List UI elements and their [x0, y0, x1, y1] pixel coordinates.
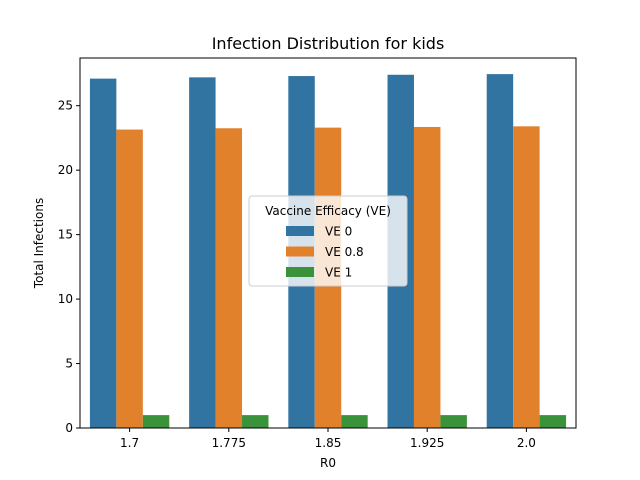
bar-ve-1-1	[242, 415, 269, 428]
legend-label: VE 1	[325, 266, 352, 280]
y-tick-label: 25	[58, 99, 73, 113]
bar-ve-1-0	[142, 415, 170, 428]
bar-ve-0-8-4	[513, 126, 540, 429]
legend-swatch	[286, 226, 314, 236]
legend-box	[248, 195, 408, 287]
bar-ve-0-4	[486, 74, 514, 428]
chart-title: Infection Distribution for kids	[212, 34, 445, 53]
bar-ve-0-8-0	[116, 129, 143, 428]
bar-ve-1-4	[539, 415, 567, 428]
y-tick-label: 15	[58, 228, 73, 242]
bar-ve-1-3	[440, 415, 467, 428]
legend-label: VE 0	[325, 225, 352, 239]
bar-ve-0-1	[189, 77, 216, 428]
x-tick-label: 1.775	[212, 436, 246, 450]
bar-ve-0-0	[89, 78, 117, 429]
x-tick-label: 1.925	[410, 436, 444, 450]
legend-title: Vaccine Efficacy (VE)	[265, 204, 391, 218]
x-axis-label: R0	[320, 456, 336, 470]
bar-ve-0-8-3	[413, 126, 441, 429]
legend-label: VE 0.8	[325, 245, 364, 259]
y-axis-label: Total Infections	[32, 198, 46, 289]
y-tick-label: 20	[58, 163, 73, 177]
x-tick-label: 2.0	[517, 436, 536, 450]
plot-frame	[79, 57, 577, 429]
bar-ve-0-8-1	[215, 128, 243, 428]
bars-layer	[89, 74, 567, 429]
legend: Vaccine Efficacy (VE) VE 0 VE 0.8 VE 1	[248, 195, 408, 287]
x-axis: 1.7 1.775 1.85 1.925 2.0	[120, 428, 536, 450]
legend-swatch	[286, 267, 314, 277]
y-tick-label: 10	[58, 292, 73, 306]
y-axis: 0 5 10 15 20 25	[58, 99, 80, 435]
y-tick-label: 5	[65, 357, 73, 371]
y-tick-label: 0	[65, 421, 73, 435]
x-tick-label: 1.85	[315, 436, 342, 450]
legend-swatch	[286, 246, 314, 257]
bar-ve-1-2	[341, 415, 368, 428]
x-tick-label: 1.7	[120, 436, 139, 450]
